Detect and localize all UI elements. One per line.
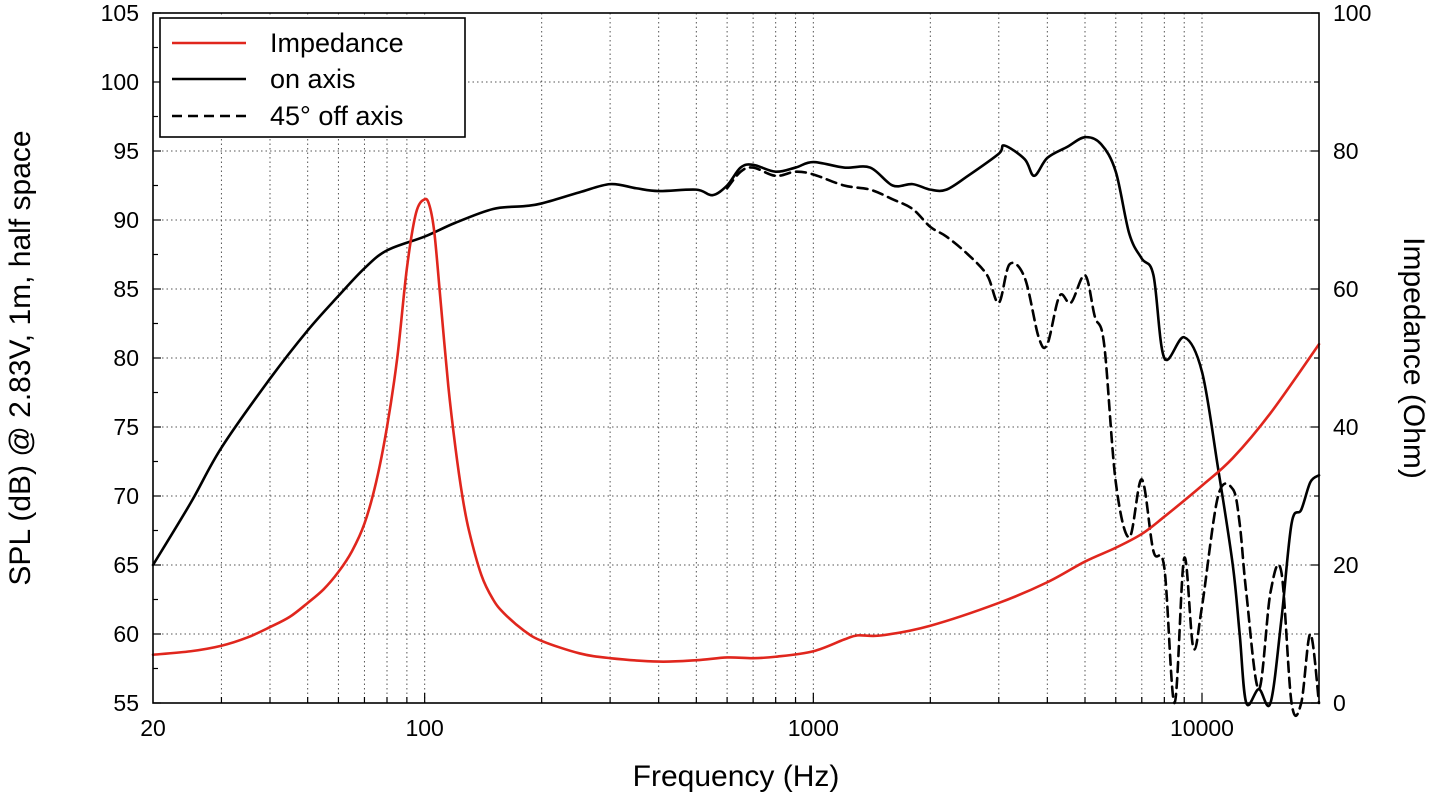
y-tick-label: 90 [113,207,139,233]
x-tick-label: 100 [405,715,443,741]
tick-labels: 20 100 1000 10000 55 60 65 70 75 80 85 90 95 100 105 0 2… [101,0,1372,741]
series-line-on-axis [151,135,1321,708]
y-tick-label: 60 [113,621,139,647]
y2-axis-title: Impedance (Ohm) [1397,237,1430,479]
y-tick-label: 95 [113,138,139,164]
legend-label-impedance: Impedance [270,28,404,58]
x-tick-label: 20 [140,715,166,741]
x-tick-label: 1000 [788,715,839,741]
x-axis-title: Frequency (Hz) [633,760,840,793]
legend: Impedance on axis 45° off axis [159,17,466,138]
legend-label-off-axis: 45° off axis [270,101,403,131]
y-tick-label: 85 [113,276,139,302]
x-tick-label: 10000 [1170,715,1234,741]
y2-tick-label: 100 [1333,0,1371,26]
y-tick-label: 55 [113,690,139,716]
y-tick-label: 70 [113,483,139,509]
y-tick-label: 105 [101,0,139,26]
series-line-impedance [151,197,1321,663]
plot-frame [152,12,1320,704]
y-axis-title: SPL (dB) @ 2.83V, 1m, half space [4,130,37,585]
y2-tick-label: 80 [1333,138,1359,164]
series-line-45-off-axis [725,166,1321,717]
y2-tick-label: 60 [1333,276,1359,302]
y-tick-label: 75 [113,414,139,440]
legend-label-on-axis: on axis [270,64,356,94]
y2-tick-label: 20 [1333,552,1359,578]
y-tick-label: 65 [113,552,139,578]
y2-tick-label: 0 [1333,690,1346,716]
series [151,135,1321,717]
y-tick-label: 80 [113,345,139,371]
y2-tick-label: 40 [1333,414,1359,440]
y-tick-label: 100 [101,69,139,95]
